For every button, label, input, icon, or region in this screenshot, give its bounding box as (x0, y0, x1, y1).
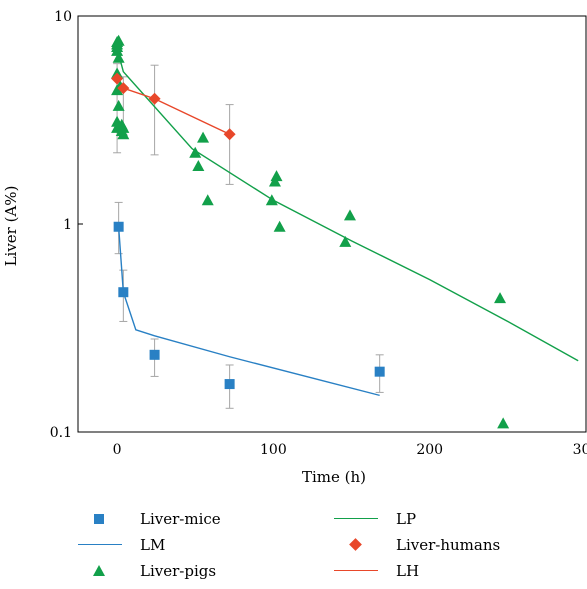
legend-label: LM (140, 536, 166, 554)
error-bar (225, 104, 234, 185)
line-marker-icon (78, 534, 122, 556)
line-marker-icon (334, 560, 378, 582)
x-tick-label: 300 (573, 442, 587, 458)
series-line-lh (116, 78, 230, 135)
triangle-marker-icon (78, 560, 122, 582)
square-marker-icon (78, 508, 122, 530)
y-axis-title: Liver (A%) (2, 186, 20, 267)
y-tick-label: 10 (54, 9, 72, 25)
y-tick-label: 1 (63, 217, 72, 233)
data-point-triangle (112, 34, 125, 46)
chart-canvas: 0 100 200 300 0.1 1 10 Time (h) Liver (A%) (2, 9, 587, 486)
data-point-square (113, 221, 124, 232)
data-point-triangle (117, 128, 130, 140)
legend-label: LP (396, 510, 417, 528)
data-point-triangle (117, 121, 130, 133)
legend-item-liver-humans: Liver-humans (334, 534, 500, 556)
data-point-diamond (111, 72, 124, 85)
legend-item-liver-mice: Liver-mice (78, 508, 221, 530)
data-point-triangle (112, 99, 125, 111)
data-point-diamond (117, 82, 130, 95)
legend-label: LH (396, 562, 420, 580)
line-marker-icon (334, 508, 378, 530)
diamond-marker-icon (334, 534, 378, 556)
legend-label: Liver-mice (140, 510, 221, 528)
data-point-triangle (111, 44, 124, 56)
x-tick-label: 0 (113, 442, 122, 458)
legend-item-lh: LH (334, 560, 419, 582)
error-bar (150, 64, 159, 156)
legend-item-lp: LP (334, 508, 416, 530)
data-point-triangle (197, 131, 210, 143)
data-point-triangle (189, 146, 202, 158)
series-line-lm (117, 226, 380, 397)
x-axis-title: Time (h) (302, 468, 366, 486)
data-point-square (149, 349, 160, 360)
data-point-triangle (494, 292, 507, 304)
data-point-square (118, 287, 129, 298)
x-tick-label: 200 (416, 442, 443, 458)
y-tick-label: 0.1 (50, 425, 72, 441)
data-point-diamond (223, 128, 236, 141)
data-point-triangle (112, 51, 125, 63)
data-point-square (374, 366, 385, 377)
x-tick-label: 100 (260, 442, 287, 458)
legend-label: Liver-pigs (140, 562, 217, 580)
legend-item-liver-pigs: Liver-pigs (78, 560, 216, 582)
data-point-triangle (192, 160, 205, 172)
data-point-triangle (270, 170, 283, 182)
data-point-triangle (265, 194, 278, 206)
data-point-triangle (339, 235, 352, 247)
ticks-layer: 0 100 200 300 0.1 1 10 (50, 9, 587, 458)
legend-item-lm: LM (78, 534, 165, 556)
data-point-triangle (497, 417, 510, 429)
legend-label: Liver-humans (396, 536, 501, 554)
data-point-square (224, 379, 235, 390)
series-layer (111, 34, 579, 429)
data-point-triangle (343, 209, 356, 221)
series-line-lp (116, 48, 579, 362)
data-point-triangle (273, 220, 286, 232)
data-point-diamond (148, 92, 161, 105)
data-point-triangle (201, 194, 214, 206)
legend: Liver-mice LP LM Liver-humans Liver-pigs… (0, 505, 587, 589)
